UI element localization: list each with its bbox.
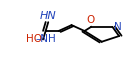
Text: HO: HO: [26, 34, 42, 44]
Text: HN: HN: [40, 11, 57, 21]
Text: N: N: [114, 22, 122, 32]
Text: –NH: –NH: [36, 34, 57, 44]
Text: O: O: [86, 15, 95, 25]
